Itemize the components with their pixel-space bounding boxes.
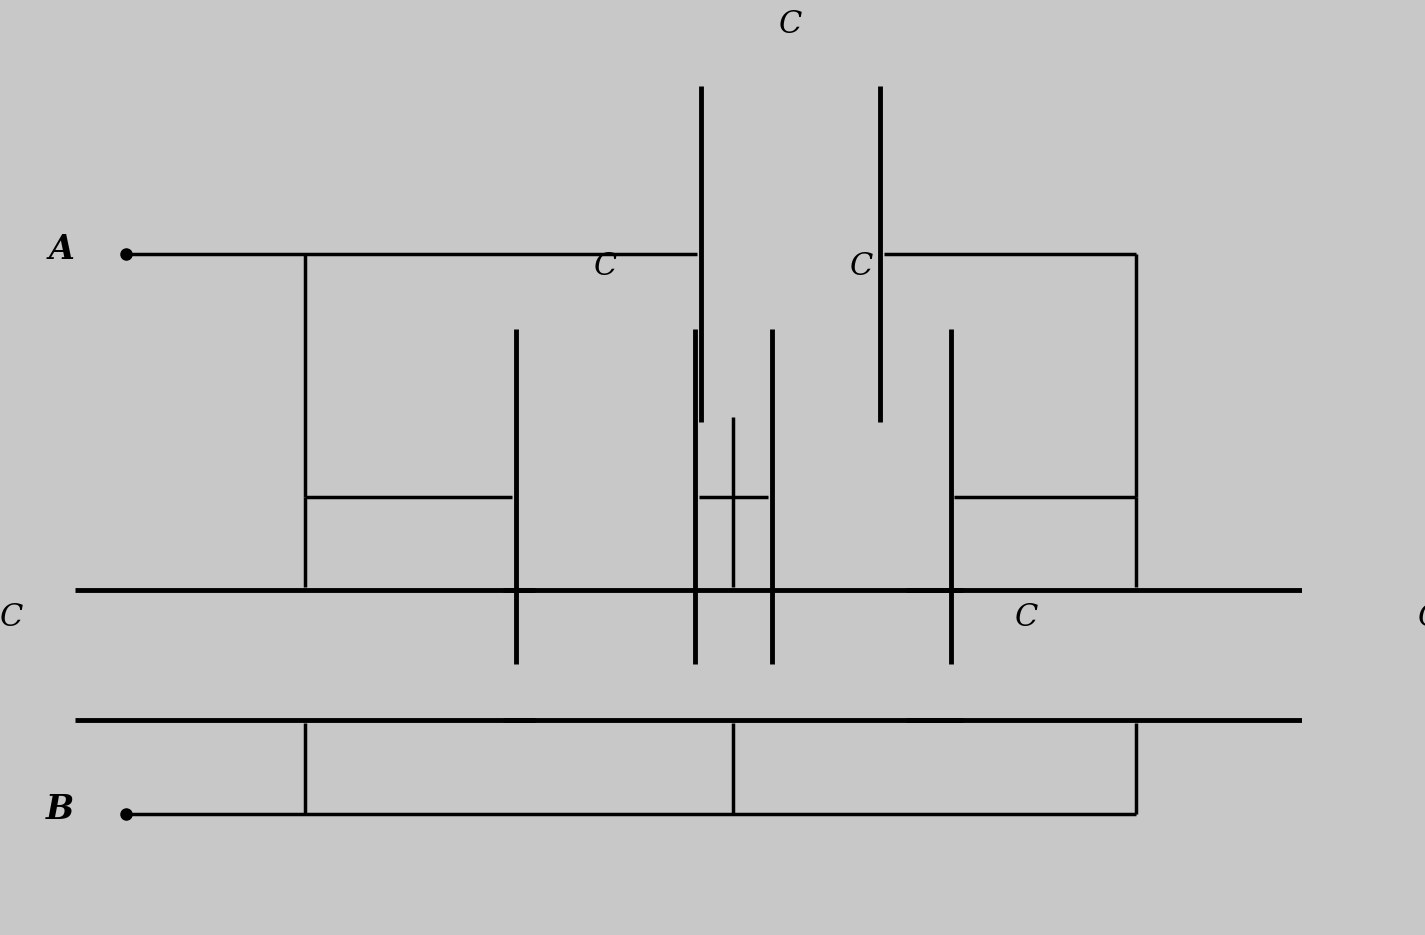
Text: A: A [48,233,74,266]
Text: C: C [0,602,23,633]
Text: C: C [594,251,617,282]
Point [114,247,137,262]
Text: B: B [46,793,74,826]
Text: C: C [779,8,802,39]
Text: C: C [849,251,872,282]
Text: C: C [1418,602,1425,633]
Text: C: C [1015,602,1037,633]
Point [114,806,137,821]
